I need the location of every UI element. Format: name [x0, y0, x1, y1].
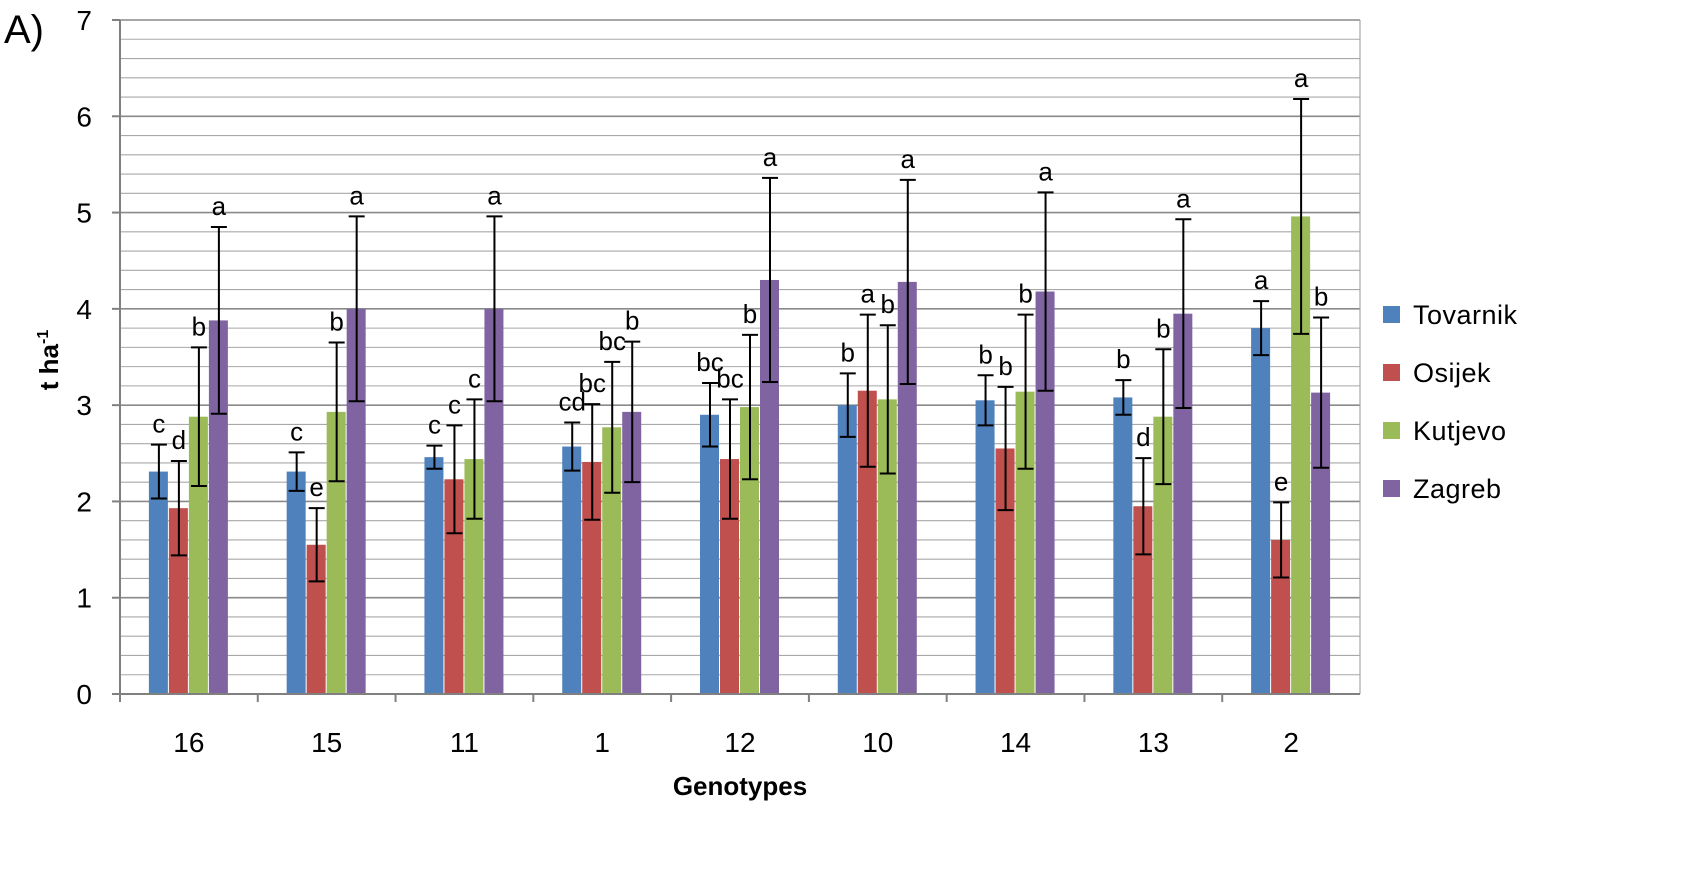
significance-label: bc — [578, 368, 605, 398]
y-tick-label: 0 — [76, 679, 92, 710]
y-axis-label: t ha-1 — [34, 330, 64, 391]
bars — [148, 216, 1331, 694]
legend-label: Zagreb — [1413, 474, 1502, 504]
bar — [562, 446, 582, 694]
bar — [975, 400, 995, 694]
significance-label: a — [901, 144, 916, 174]
axes — [112, 19, 1360, 702]
y-tick-label: 4 — [76, 294, 92, 325]
significance-label: b — [1314, 282, 1328, 312]
y-tick-label: 3 — [76, 390, 92, 421]
legend-label: Tovarnik — [1413, 300, 1518, 330]
significance-label: a — [1254, 265, 1269, 295]
y-tick-labels: 0 1 2 3 4 5 6 7 — [76, 5, 92, 710]
bar — [1251, 328, 1271, 694]
y-tick-label: 6 — [76, 101, 92, 132]
x-tick-label: 12 — [724, 727, 755, 758]
significance-label: b — [1018, 279, 1032, 309]
significance-label: b — [841, 337, 855, 367]
bar — [700, 414, 719, 694]
x-tick-label: 11 — [450, 727, 479, 758]
y-tick-label: 1 — [76, 583, 92, 614]
significance-label: d — [172, 425, 186, 455]
bar — [484, 308, 504, 694]
x-tick-label: 15 — [311, 727, 342, 758]
bar — [346, 308, 366, 694]
significance-label: bc — [598, 326, 625, 356]
legend-swatch — [1383, 306, 1400, 323]
bar — [1113, 397, 1133, 694]
y-axis-label-text: t ha — [34, 343, 64, 390]
significance-label: a — [763, 142, 778, 172]
significance-label: a — [1038, 156, 1053, 186]
bar — [837, 405, 857, 694]
significance-label: a — [212, 191, 227, 221]
significance-label: c — [448, 389, 461, 419]
significance-label: b — [192, 311, 206, 341]
significance-label: b — [1116, 344, 1130, 374]
bar — [148, 471, 168, 694]
significance-label: b — [625, 306, 639, 336]
significance-label: b — [1156, 313, 1170, 343]
legend-swatch — [1383, 480, 1400, 497]
x-tick-labels: 16 15 11 1 12 10 14 13 2 — [173, 727, 1299, 758]
legend-swatch — [1383, 422, 1400, 439]
significance-label: cd — [558, 386, 585, 416]
significance-label: b — [881, 289, 895, 319]
significance-label: a — [1176, 183, 1191, 213]
x-tick-label: 13 — [1138, 727, 1169, 758]
y-tick-label: 7 — [76, 5, 92, 36]
y-tick-label: 2 — [76, 486, 92, 517]
bar — [1291, 216, 1311, 694]
significance-label: b — [329, 307, 343, 337]
significance-label: e — [1274, 466, 1288, 496]
x-tick-label: 10 — [862, 727, 893, 758]
panel-label: A) — [4, 8, 44, 52]
significance-label: bc — [696, 347, 723, 377]
significance-label: c — [428, 410, 441, 440]
significance-label: c — [290, 416, 303, 446]
significance-label: c — [152, 409, 165, 439]
bar — [760, 279, 779, 694]
x-tick-label: 2 — [1283, 727, 1299, 758]
bar — [286, 471, 306, 694]
bar — [424, 457, 444, 694]
bar — [1133, 506, 1153, 694]
x-tick-label: 1 — [594, 727, 610, 758]
legend-swatch — [1383, 364, 1400, 381]
legend-label: Kutjevo — [1413, 416, 1507, 446]
significance-label: c — [468, 363, 481, 393]
significance-label: d — [1136, 422, 1150, 452]
bar — [326, 411, 346, 694]
bar — [1015, 391, 1035, 694]
significance-label: a — [861, 279, 876, 309]
bar — [1153, 416, 1173, 694]
significance-label: bc — [716, 363, 743, 393]
significance-label: b — [998, 351, 1012, 381]
error-bars — [150, 97, 1330, 583]
significance-label: a — [1294, 63, 1309, 93]
significance-label: e — [309, 472, 323, 502]
x-tick-label: 14 — [1000, 727, 1031, 758]
x-tick-label: 16 — [173, 727, 204, 758]
y-axis-label-superscript: -1 — [35, 330, 52, 344]
bar — [602, 427, 622, 694]
x-axis-label: Genotypes — [673, 771, 807, 801]
significance-label: a — [349, 180, 364, 210]
bar — [1035, 291, 1055, 694]
legend-label: Osijek — [1413, 358, 1492, 388]
significance-label: b — [743, 299, 757, 329]
y-tick-label: 5 — [76, 198, 92, 229]
significance-label: a — [487, 180, 502, 210]
significance-label: b — [978, 339, 992, 369]
